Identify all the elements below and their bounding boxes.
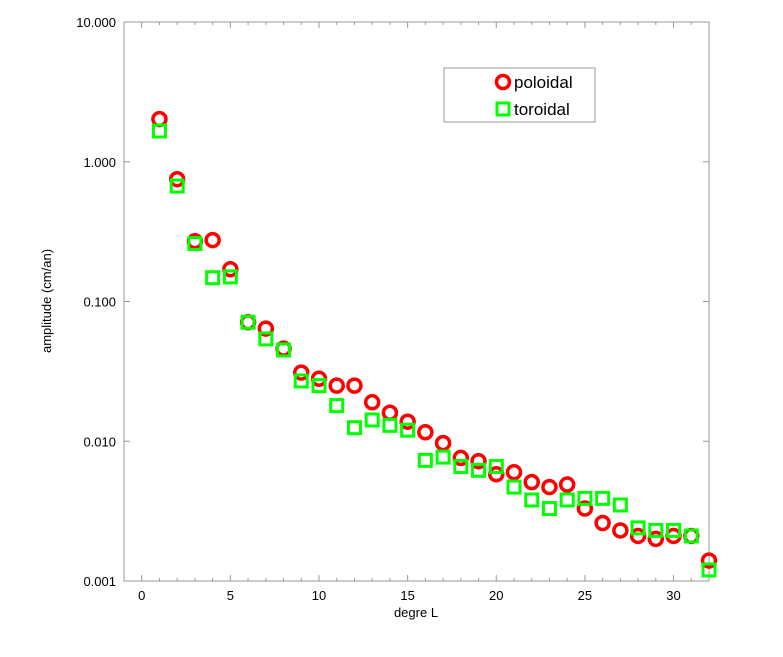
point-toroidal	[648, 522, 664, 538]
point-poloidal	[612, 522, 629, 539]
point-toroidal	[595, 490, 611, 506]
point-poloidal	[328, 377, 345, 394]
x-tick-label: 5	[227, 588, 234, 603]
point-toroidal	[666, 522, 682, 538]
legend: poloidal toroidal	[443, 67, 596, 123]
point-poloidal	[629, 527, 647, 545]
y-tick-label: 10.000	[76, 15, 116, 30]
point-toroidal	[151, 123, 167, 139]
point-poloidal	[257, 320, 275, 337]
x-tick-label: 15	[400, 588, 414, 603]
point-poloidal	[647, 530, 665, 548]
point-toroidal	[187, 236, 203, 252]
point-toroidal	[701, 562, 717, 578]
point-poloidal	[363, 394, 381, 411]
point-poloidal	[222, 261, 239, 278]
point-toroidal	[471, 462, 487, 478]
point-poloidal	[700, 552, 718, 569]
x-tick-label: 10	[312, 588, 326, 603]
point-toroidal	[435, 449, 451, 465]
x-axis-label: degre L	[394, 605, 438, 620]
legend-label-toroidal: toroidal	[514, 100, 570, 119]
x-tick-label: 20	[489, 588, 503, 603]
point-poloidal	[470, 452, 487, 470]
y-tick-label: 0.100	[83, 295, 116, 310]
point-poloidal	[576, 500, 594, 517]
point-toroidal	[205, 270, 221, 286]
point-toroidal	[612, 497, 628, 513]
point-poloidal	[505, 464, 523, 481]
y-axis-label: amplitude (cm/an)	[39, 249, 54, 353]
legend-marker-poloidal	[494, 73, 512, 91]
point-toroidal	[240, 314, 256, 330]
point-toroidal	[559, 492, 575, 508]
point-toroidal	[524, 492, 540, 508]
point-toroidal	[222, 269, 238, 285]
point-toroidal	[400, 422, 416, 438]
point-toroidal	[382, 417, 398, 433]
point-toroidal	[258, 331, 274, 347]
legend-label-poloidal: poloidal	[514, 73, 573, 92]
point-toroidal	[630, 520, 646, 536]
y-tick-label: 0.010	[83, 434, 116, 449]
point-toroidal	[577, 490, 593, 506]
point-poloidal	[541, 478, 558, 496]
point-toroidal	[364, 412, 380, 428]
x-tick-label: 30	[666, 588, 680, 603]
point-poloidal	[293, 364, 310, 381]
point-toroidal	[346, 420, 362, 436]
point-toroidal	[506, 479, 522, 495]
point-toroidal	[541, 501, 557, 517]
point-toroidal	[276, 342, 292, 358]
point-toroidal	[683, 528, 699, 544]
point-toroidal	[311, 378, 327, 394]
point-poloidal	[452, 449, 470, 467]
plot-frame	[123, 21, 710, 582]
point-poloidal	[594, 514, 611, 532]
point-poloidal	[381, 404, 399, 421]
point-poloidal	[346, 377, 363, 394]
point-toroidal	[169, 178, 185, 194]
point-toroidal	[453, 458, 469, 474]
x-tick-label: 0	[138, 588, 145, 603]
point-toroidal	[488, 458, 504, 474]
y-tick-label: 1.000	[83, 155, 116, 170]
point-poloidal	[523, 473, 540, 491]
point-poloidal	[488, 466, 505, 483]
y-tick-label: 0.001	[83, 574, 116, 589]
point-poloidal	[399, 413, 416, 430]
legend-box	[443, 67, 596, 123]
point-poloidal	[204, 231, 221, 249]
legend-marker-toroidal	[495, 101, 511, 117]
point-toroidal	[417, 452, 433, 468]
point-poloidal	[558, 476, 576, 493]
point-toroidal	[293, 373, 309, 389]
point-poloidal	[417, 423, 434, 441]
ticks: 0 5 10 15 20 25 30 10.000 1.000 0.100 0.010 0.001	[76, 15, 710, 603]
data-marks	[151, 110, 718, 578]
point-poloidal	[434, 434, 452, 452]
point-toroidal	[329, 398, 345, 414]
x-tick-label: 25	[578, 588, 592, 603]
